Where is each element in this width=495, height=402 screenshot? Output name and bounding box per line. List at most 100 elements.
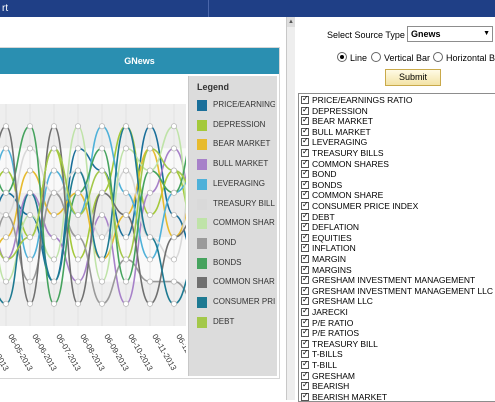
keyword-checkbox-item[interactable]: COMMON SHARES — [301, 158, 389, 170]
keyword-checkbox-item[interactable]: BEARISH — [301, 380, 350, 392]
legend-item: PRICE/EARNINGS — [197, 98, 275, 114]
checkbox-checked-icon[interactable] — [301, 126, 309, 136]
keyword-checkbox-item[interactable]: BOND — [301, 168, 337, 180]
keyword-checkbox-item[interactable]: GRESHAM LLC — [301, 295, 373, 307]
data-point — [123, 256, 130, 263]
legend-label: PRICE/EARNINGS — [213, 100, 275, 109]
keyword-checkbox-item[interactable]: INFLATION — [301, 242, 356, 254]
checkbox-checked-icon[interactable] — [301, 306, 309, 316]
checkbox-checked-icon[interactable] — [301, 380, 309, 391]
keyword-checkbox-item[interactable]: BEAR MARKET — [301, 115, 373, 127]
checkbox-checked-icon[interactable] — [301, 295, 309, 306]
keyword-label: BULL MARKET — [312, 126, 371, 137]
keyword-checkbox-item[interactable]: GRESHAM INVESTMENT MANAGEMENT — [301, 274, 475, 286]
series-line — [0, 147, 199, 261]
keyword-checkbox-item[interactable]: T-BILLS — [301, 348, 343, 360]
source-type-select[interactable]: Gnews ▼ — [407, 26, 493, 42]
keyword-checkbox-item[interactable]: P/E RATIO — [301, 317, 353, 329]
keyword-label: LEVERAGING — [312, 137, 368, 148]
vertical-scrollbar[interactable]: ▲ — [287, 17, 295, 400]
keyword-checkbox-item[interactable]: DEBT — [301, 211, 335, 223]
checkbox-checked-icon[interactable] — [301, 158, 309, 168]
keyword-checkbox-item[interactable]: P/E RATIOS — [301, 327, 359, 339]
keyword-checkbox-item[interactable]: LEVERAGING — [301, 136, 368, 148]
keyword-checkbox-item[interactable]: JARECKI — [301, 306, 348, 318]
keyword-checkbox-item[interactable]: BEARISH MARKET — [301, 391, 388, 402]
data-point — [51, 278, 58, 285]
keyword-label: DEBT — [312, 211, 335, 222]
checkbox-checked-icon[interactable] — [301, 200, 309, 210]
keyword-checkbox-item[interactable]: BULL MARKET — [301, 126, 371, 138]
keyword-label: BEARISH MARKET — [312, 391, 388, 402]
radio-horizontal-bar[interactable]: Horizontal Bar — [433, 52, 495, 64]
checkbox-checked-icon[interactable] — [301, 221, 309, 232]
checkbox-checked-icon[interactable] — [301, 348, 309, 359]
legend-swatch — [197, 237, 207, 249]
window-titlebar: rt — [0, 0, 495, 17]
keyword-label: GRESHAM — [312, 370, 355, 381]
checkbox-checked-icon[interactable] — [301, 115, 309, 126]
checkbox-checked-icon[interactable] — [301, 179, 309, 189]
data-point — [75, 300, 82, 307]
submit-button[interactable]: Submit — [385, 69, 441, 86]
keyword-checkbox-item[interactable]: MARGIN — [301, 253, 346, 265]
checkbox-checked-icon[interactable] — [301, 274, 309, 285]
checkbox-checked-icon[interactable] — [301, 242, 309, 253]
keyword-checkbox-item[interactable]: COMMON SHARE — [301, 189, 383, 201]
checkbox-checked-icon[interactable] — [301, 147, 309, 157]
legend-label: BOND — [213, 237, 237, 247]
checkbox-checked-icon[interactable] — [301, 253, 309, 263]
checkbox-checked-icon[interactable] — [301, 189, 309, 200]
keyword-checkbox-item[interactable]: TREASURY BILL — [301, 338, 378, 350]
checkbox-checked-icon[interactable] — [301, 327, 309, 338]
radio-horizontal-bar-label: Horizontal Bar — [446, 53, 495, 63]
data-point — [146, 211, 153, 218]
checkbox-checked-icon[interactable] — [301, 136, 309, 147]
checkbox-checked-icon[interactable] — [301, 317, 309, 327]
radio-line[interactable]: Line — [337, 52, 367, 64]
keyword-checkbox-item[interactable]: EQUITIES — [301, 232, 352, 244]
chart-title: GNews — [0, 48, 279, 74]
keyword-label: DEPRESSION — [312, 105, 368, 116]
data-point — [75, 234, 82, 241]
keyword-label: CONSUMER PRICE INDEX — [312, 201, 419, 211]
keyword-checkbox-item[interactable]: T-BILL — [301, 359, 337, 371]
data-point — [3, 145, 9, 152]
data-point — [170, 189, 177, 196]
keyword-checkbox-item[interactable]: GRESHAM — [301, 370, 355, 382]
keyword-label: BEARISH — [312, 381, 350, 392]
checkbox-checked-icon[interactable] — [301, 94, 309, 104]
source-type-label: Select Source Type — [327, 30, 405, 40]
keyword-checkbox-item[interactable]: PRICE/EARNINGS RATIO — [301, 94, 412, 106]
keyword-label: JARECKI — [312, 307, 348, 317]
legend-item: BULL MARKET — [197, 157, 275, 173]
keyword-checkbox-item[interactable]: DEFLATION — [301, 221, 359, 233]
legend-swatch — [197, 100, 207, 111]
checkbox-checked-icon[interactable] — [301, 285, 309, 295]
keyword-checkbox-item[interactable]: BONDS — [301, 179, 342, 191]
checkbox-checked-icon[interactable] — [301, 370, 309, 380]
checkbox-checked-icon[interactable] — [301, 264, 309, 274]
data-point — [170, 234, 177, 241]
data-point — [26, 300, 33, 307]
checkbox-checked-icon[interactable] — [301, 338, 309, 348]
keyword-checkbox-item[interactable]: GRESHAM INVESTMENT MANAGEMENT LLC — [301, 285, 493, 297]
keyword-checkbox-item[interactable]: DEPRESSION — [301, 105, 368, 117]
data-point — [26, 167, 33, 174]
keyword-checkbox-item[interactable]: MARGINS — [301, 264, 352, 276]
data-point — [75, 278, 82, 285]
radio-vertical-bar[interactable]: Vertical Bar — [371, 52, 430, 64]
checkbox-checked-icon[interactable] — [301, 211, 309, 221]
data-point — [51, 211, 58, 218]
checkbox-checked-icon[interactable] — [301, 105, 309, 115]
checkbox-checked-icon[interactable] — [301, 359, 309, 369]
keyword-checkbox-item[interactable]: TREASURY BILLS — [301, 147, 384, 159]
scroll-up-icon[interactable]: ▲ — [287, 17, 295, 27]
legend-label: CONSUMER PRICE — [213, 297, 275, 306]
data-point — [51, 189, 58, 196]
keyword-checkbox-item[interactable]: CONSUMER PRICE INDEX — [301, 200, 419, 212]
checkbox-checked-icon[interactable] — [301, 168, 309, 179]
data-point — [51, 256, 58, 263]
checkbox-checked-icon[interactable] — [301, 232, 309, 242]
data-point — [123, 145, 130, 152]
